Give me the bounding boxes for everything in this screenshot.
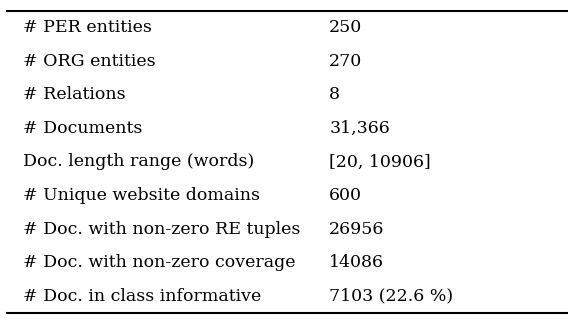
Text: 250: 250 [329, 19, 362, 36]
Text: 7103 (22.6 %): 7103 (22.6 %) [329, 288, 453, 305]
Text: 600: 600 [329, 187, 362, 204]
Text: 26956: 26956 [329, 221, 385, 237]
Text: [20, 10906]: [20, 10906] [329, 154, 431, 170]
Text: Doc. length range (words): Doc. length range (words) [22, 154, 254, 170]
Text: 8: 8 [329, 87, 340, 103]
Text: 31,366: 31,366 [329, 120, 390, 137]
Text: # Doc. with non-zero RE tuples: # Doc. with non-zero RE tuples [22, 221, 300, 237]
Text: # Relations: # Relations [22, 87, 125, 103]
Text: # Doc. with non-zero coverage: # Doc. with non-zero coverage [22, 254, 295, 271]
Text: 270: 270 [329, 53, 362, 70]
Text: # Documents: # Documents [22, 120, 142, 137]
Text: # Unique website domains: # Unique website domains [22, 187, 259, 204]
Text: # ORG entities: # ORG entities [22, 53, 155, 70]
Text: # Doc. in class informative: # Doc. in class informative [22, 288, 261, 305]
Text: # PER entities: # PER entities [22, 19, 152, 36]
Text: 14086: 14086 [329, 254, 384, 271]
